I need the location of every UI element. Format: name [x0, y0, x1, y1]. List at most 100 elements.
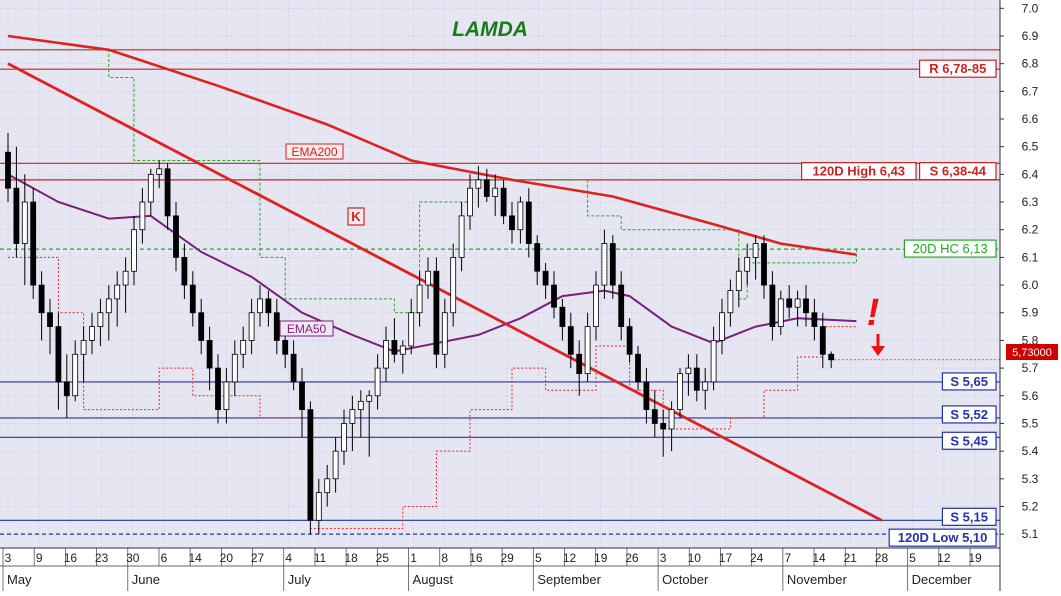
ema50-line: [7, 173, 857, 353]
x-day-label: 18: [344, 551, 358, 565]
level-label: R 6,78-85: [918, 59, 997, 78]
level-label-text: 20D HC 6,13: [913, 241, 988, 256]
candle: [383, 326, 389, 382]
candle: [47, 298, 53, 355]
candle-body: [551, 284, 557, 308]
candle-body: [576, 353, 583, 375]
candle-body: [752, 243, 759, 258]
x-month-label: May: [7, 572, 32, 587]
candle: [458, 202, 465, 272]
candle-body: [794, 298, 801, 308]
y-tick-label: 6.6: [1022, 112, 1039, 126]
candle-body: [651, 409, 658, 424]
candle-body: [332, 450, 339, 480]
candle-layer: [5, 132, 835, 535]
x-day-label: 5: [909, 551, 916, 565]
candle-body: [609, 243, 616, 286]
candle-body: [391, 340, 398, 355]
candle: [710, 326, 717, 391]
candle: [601, 229, 608, 299]
candle: [248, 298, 255, 355]
candle: [257, 285, 263, 327]
candle: [828, 351, 835, 369]
x-day-label: 26: [625, 551, 639, 565]
x-day-label: 12: [563, 551, 577, 565]
candle-body: [584, 326, 591, 375]
candle: [660, 409, 667, 457]
candle-body: [13, 187, 20, 244]
candle-body: [542, 270, 549, 286]
x-day-label: 19: [968, 551, 982, 565]
level-label-text: 120D High 6,43: [813, 164, 906, 179]
y-tick-label: 5.8: [1022, 333, 1039, 347]
x-day-label: 25: [376, 551, 390, 565]
level-labels-layer: R 6,78-85 S 6,38-44 120D High 6,43 20D HC 6…: [800, 59, 997, 547]
candle-body: [231, 353, 238, 383]
candle: [72, 340, 79, 402]
candle-body: [777, 298, 784, 327]
candle: [593, 271, 599, 341]
level-label-box: [903, 239, 997, 258]
candle-body: [131, 229, 137, 272]
candle: [534, 235, 541, 286]
candle: [97, 298, 104, 346]
candle: [735, 257, 742, 308]
level-label-box: [800, 161, 917, 181]
candle: [215, 354, 221, 424]
trendline-k: [7, 62, 883, 522]
candle-body: [727, 290, 734, 314]
candle-body: [517, 201, 524, 231]
candle: [189, 271, 196, 327]
candle-body: [735, 270, 742, 292]
last-price-marker: 5,73000: [1006, 344, 1058, 360]
x-day-label: 12: [937, 551, 951, 565]
candle: [517, 196, 524, 244]
candle-body: [122, 270, 129, 286]
candle-body: [240, 340, 247, 355]
y-tick-label: 6.5: [1022, 140, 1039, 154]
candle-body: [307, 409, 314, 521]
candle-body: [408, 312, 415, 347]
candle: [626, 318, 633, 363]
candle-body: [63, 381, 70, 397]
x-day-label: 14: [812, 551, 826, 565]
candle: [357, 390, 364, 438]
y-tick-label: 6.4: [1022, 167, 1039, 181]
candle-body: [80, 340, 87, 355]
candle: [677, 368, 683, 418]
candle: [819, 312, 826, 369]
level-label-text: S 6,38-44: [930, 164, 987, 179]
candle: [13, 146, 20, 258]
candle-body: [47, 312, 53, 327]
candle-body: [719, 312, 725, 341]
grid-layer: [0, 0, 1000, 548]
candle-body: [299, 381, 305, 411]
level-label-box: [941, 372, 997, 391]
candle-body: [189, 284, 196, 314]
candle: [752, 235, 759, 280]
y-tick-label: 6.7: [1022, 84, 1039, 98]
candle: [450, 243, 457, 327]
candle-body: [828, 353, 835, 361]
candle: [609, 235, 616, 299]
candle-body: [643, 381, 650, 411]
level-label-box: [941, 431, 997, 450]
candle: [80, 326, 87, 382]
candle-body: [181, 256, 188, 286]
candle-body: [147, 173, 154, 203]
x-day-label: 30: [126, 551, 140, 565]
level-label-box: [941, 405, 997, 424]
x-day-label: 9: [36, 551, 43, 565]
candle-body: [55, 326, 62, 383]
candle-body: [668, 409, 675, 430]
candle: [408, 298, 415, 355]
candle-body: [399, 345, 406, 355]
y-tick-label: 5.4: [1022, 444, 1039, 458]
x-month-label: September: [537, 572, 601, 587]
ema200-line: [7, 34, 857, 256]
candle-body: [273, 312, 280, 341]
x-day-label: 19: [594, 551, 608, 565]
candle: [635, 345, 641, 391]
candle-body: [500, 187, 507, 217]
